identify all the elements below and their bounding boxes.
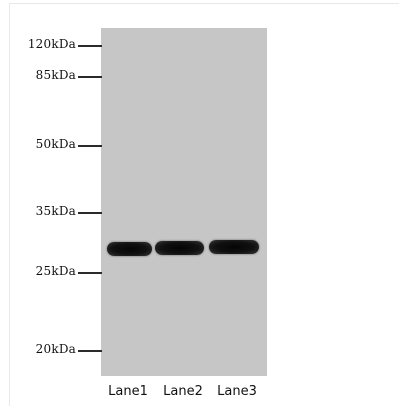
marker-tick: [78, 145, 102, 147]
marker-tick: [78, 76, 102, 78]
marker-label: 25kDa: [35, 264, 76, 278]
marker-120kda: 120kDa: [10, 37, 102, 52]
marker-label: 50kDa: [35, 137, 76, 151]
marker-label: 20kDa: [35, 342, 76, 356]
marker-label: 35kDa: [35, 204, 76, 218]
band-lane1: [107, 242, 152, 256]
band-lane2: [155, 241, 204, 255]
lane-label-2: Lane2: [163, 384, 203, 399]
marker-25kda: 25kDa: [10, 264, 102, 279]
marker-50kda: 50kDa: [10, 137, 102, 152]
band-lane3: [209, 240, 259, 254]
marker-85kda: 85kDa: [10, 68, 102, 83]
marker-tick: [78, 350, 102, 352]
marker-tick: [78, 272, 102, 274]
frame-top-border: [9, 3, 399, 4]
marker-20kda: 20kDa: [10, 342, 102, 357]
lane-label-3: Lane3: [217, 384, 257, 399]
western-blot-membrane: [101, 28, 267, 376]
marker-tick: [78, 45, 102, 47]
frame-left-border: [9, 3, 10, 406]
marker-label: 85kDa: [35, 68, 76, 82]
marker-label: 120kDa: [27, 37, 76, 51]
marker-tick: [78, 212, 102, 214]
lane-label-1: Lane1: [108, 384, 148, 399]
marker-35kda: 35kDa: [10, 204, 102, 219]
